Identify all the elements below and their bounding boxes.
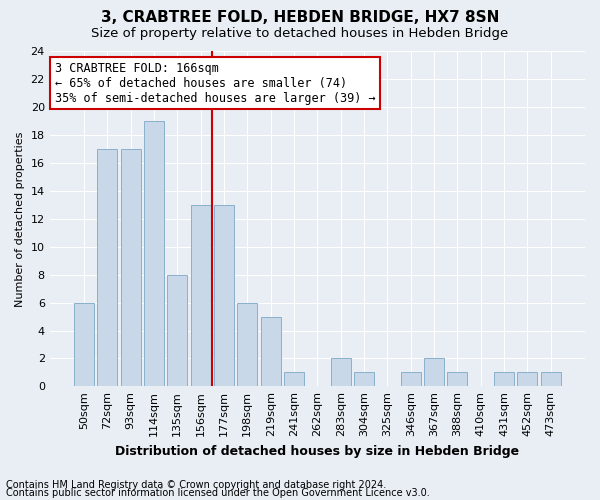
Text: Size of property relative to detached houses in Hebden Bridge: Size of property relative to detached ho… [91, 28, 509, 40]
Text: Contains HM Land Registry data © Crown copyright and database right 2024.: Contains HM Land Registry data © Crown c… [6, 480, 386, 490]
Bar [97, 149, 117, 386]
Bar [284, 372, 304, 386]
Text: 3, CRABTREE FOLD, HEBDEN BRIDGE, HX7 8SN: 3, CRABTREE FOLD, HEBDEN BRIDGE, HX7 8SN [101, 10, 499, 25]
Bar [354, 372, 374, 386]
Bar [214, 205, 234, 386]
Text: Contains public sector information licensed under the Open Government Licence v3: Contains public sector information licen… [6, 488, 430, 498]
Bar [238, 302, 257, 386]
Bar [331, 358, 350, 386]
Bar [517, 372, 538, 386]
Text: 3 CRABTREE FOLD: 166sqm
← 65% of detached houses are smaller (74)
35% of semi-de: 3 CRABTREE FOLD: 166sqm ← 65% of detache… [55, 62, 376, 104]
Bar [424, 358, 444, 386]
Bar [191, 205, 211, 386]
Bar [261, 316, 281, 386]
Y-axis label: Number of detached properties: Number of detached properties [15, 131, 25, 306]
Bar [121, 149, 140, 386]
Bar [167, 274, 187, 386]
Bar [74, 302, 94, 386]
Bar [144, 122, 164, 386]
Bar [401, 372, 421, 386]
Bar [448, 372, 467, 386]
X-axis label: Distribution of detached houses by size in Hebden Bridge: Distribution of detached houses by size … [115, 444, 520, 458]
Bar [541, 372, 560, 386]
Bar [494, 372, 514, 386]
